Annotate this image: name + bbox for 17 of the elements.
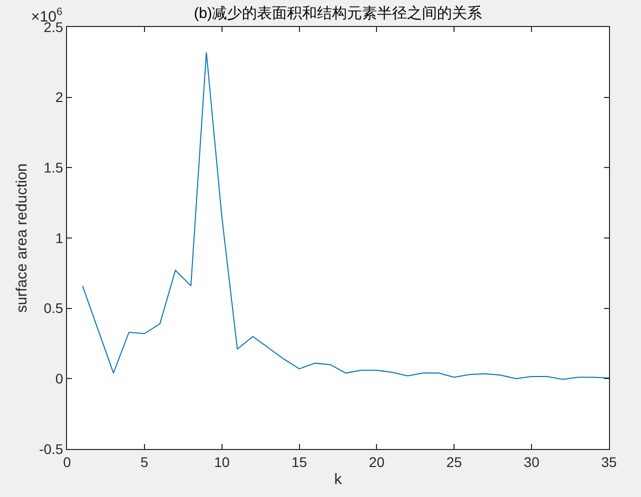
x-tick-label: 25 xyxy=(446,454,462,470)
x-tick-label: 5 xyxy=(140,454,149,470)
y-tick-label: 0.5 xyxy=(44,300,64,316)
x-axis-title: k xyxy=(334,470,342,488)
x-tick-label: 20 xyxy=(368,454,385,470)
x-tick-label: 35 xyxy=(601,454,617,470)
y-tick-label: 0 xyxy=(55,370,64,387)
x-tick-label: 30 xyxy=(524,454,540,470)
y-tick-label: 2 xyxy=(55,89,64,106)
y-tick-label: -0.5 xyxy=(39,440,64,457)
x-tick-label: 15 xyxy=(292,454,308,470)
x-tick-label: 10 xyxy=(214,454,230,470)
chart-title: (b)减少的表面积和结构元素半径之间的关系 xyxy=(194,4,482,22)
y-axis-title: surface area reduction xyxy=(13,163,30,313)
y-tick-label: 1 xyxy=(55,230,64,246)
line-series xyxy=(82,52,609,380)
y-tick-label: 1.5 xyxy=(44,160,64,176)
